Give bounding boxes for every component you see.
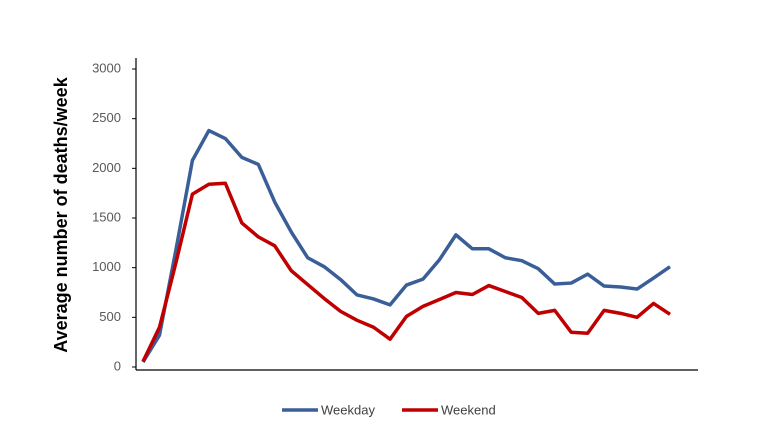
legend-label: Weekday (321, 402, 375, 417)
y-tick-label: 2500 (92, 110, 121, 125)
line-series (141, 128, 671, 363)
y-axis-label: Average number of deaths/week (51, 76, 71, 352)
y-tick-label: 3000 (92, 60, 121, 75)
line-series (141, 181, 671, 363)
y-tick-label: 0 (114, 358, 121, 373)
legend-label: Weekend (441, 402, 496, 417)
y-tick-label: 500 (99, 309, 121, 324)
y-tick-label: 2000 (92, 160, 121, 175)
y-tick-label: 1500 (92, 209, 121, 224)
y-tick-label: 1000 (92, 259, 121, 274)
